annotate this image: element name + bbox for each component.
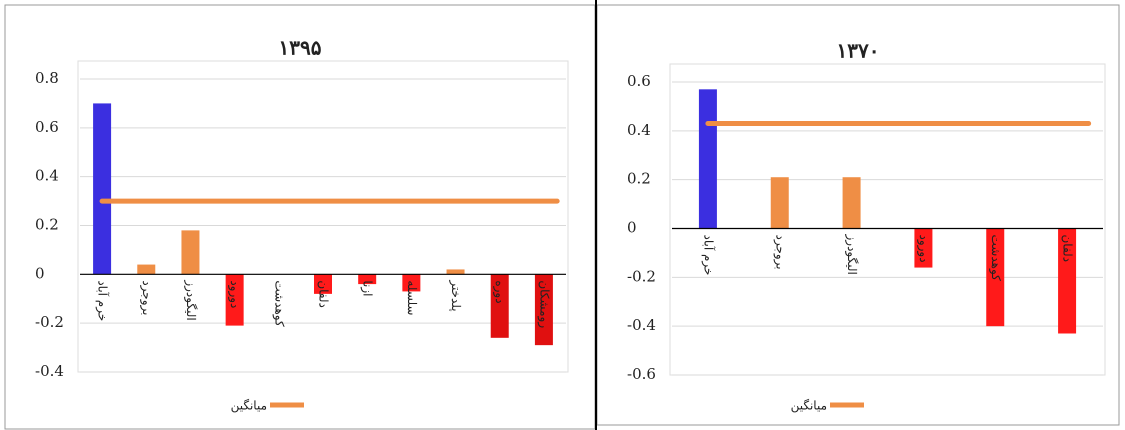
y-tick-label: 0.2 [627,170,651,188]
bar [770,177,789,229]
x-tick-label: دوره [493,280,507,303]
x-tick-label: رومشکان [537,280,551,328]
bar [181,230,200,275]
x-tick-label: بروجرد [140,280,154,315]
x-tick-label: خرم آباد [96,280,111,321]
y-tick-label: -0.2 [627,267,656,285]
bar [358,274,377,285]
chart-title: ۱۳۷۰ [837,39,880,63]
bar [137,264,156,275]
x-tick-label: الیگودرز [845,234,859,275]
legend-label: میانگین [791,399,827,413]
y-tick-label: -0.4 [627,316,656,334]
x-tick-label: دلفان [1061,235,1075,263]
y-tick-label: -0.4 [35,362,64,380]
y-tick-label: 0.6 [35,118,59,136]
y-tick-label: 0 [627,219,637,237]
y-tick-label: -0.6 [627,365,656,383]
y-tick-label: 0.6 [627,72,651,90]
x-tick-label: پلدختر [449,279,463,311]
y-tick-label: 0.4 [35,167,59,185]
plot-border [669,63,1106,376]
x-tick-label: بروجرد [773,235,787,270]
bar [314,274,332,294]
x-tick-label: سلسله [405,280,419,315]
legend-label: میانگین [231,399,267,413]
bar [490,274,509,338]
bar [446,269,465,275]
bar [698,89,717,229]
x-tick-label: دورود [917,235,931,263]
x-tick-label: الیگودرز [184,279,198,320]
chart-title: ۱۳۹۵ [279,36,322,60]
y-tick-label: 0.4 [627,121,651,139]
bar [1058,228,1077,334]
x-tick-label: کوهدشت [272,280,286,327]
bar [93,103,112,275]
bar [842,177,861,229]
bar [986,228,1005,327]
bar [534,274,553,346]
y-tick-label: 0.8 [35,69,59,87]
x-tick-label: ازنا [361,280,375,296]
x-tick-label: خرم آباد [701,235,716,276]
y-tick-label: -0.2 [35,313,64,331]
bar [914,228,933,268]
y-tick-label: 0 [35,264,45,282]
x-tick-label: دورود [228,280,242,308]
y-tick-label: 0.2 [35,216,59,234]
x-tick-label: کوهدشت [989,235,1003,282]
x-tick-label: دلفان [317,280,331,308]
bar [225,274,244,326]
bar [402,274,421,292]
